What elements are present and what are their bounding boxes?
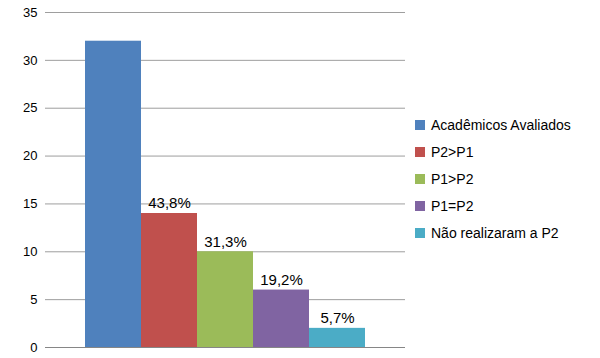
svg-text:31,3%: 31,3% (204, 233, 247, 250)
svg-text:5: 5 (30, 292, 37, 307)
svg-text:19,2%: 19,2% (260, 271, 303, 288)
svg-text:43,8%: 43,8% (148, 194, 191, 211)
html-text:P1=P2: P1=P2 (431, 198, 474, 214)
svg-text:35: 35 (23, 5, 37, 20)
svg-text:20: 20 (23, 148, 37, 163)
svg-text:10: 10 (23, 244, 37, 259)
svg-text:5,7%: 5,7% (320, 309, 354, 326)
html-text:P2>P1: P2>P1 (431, 144, 474, 160)
html-text:Não realizaram a P2: Não realizaram a P2 (431, 225, 559, 241)
svg-text:30: 30 (23, 53, 37, 68)
svg-text:25: 25 (23, 100, 37, 115)
html-text:Acadêmicos Avaliados: Acadêmicos Avaliados (431, 117, 571, 133)
html-text:P1>P2: P1>P2 (431, 171, 474, 187)
svg-text:15: 15 (23, 196, 37, 211)
svg-text:0: 0 (30, 340, 37, 355)
